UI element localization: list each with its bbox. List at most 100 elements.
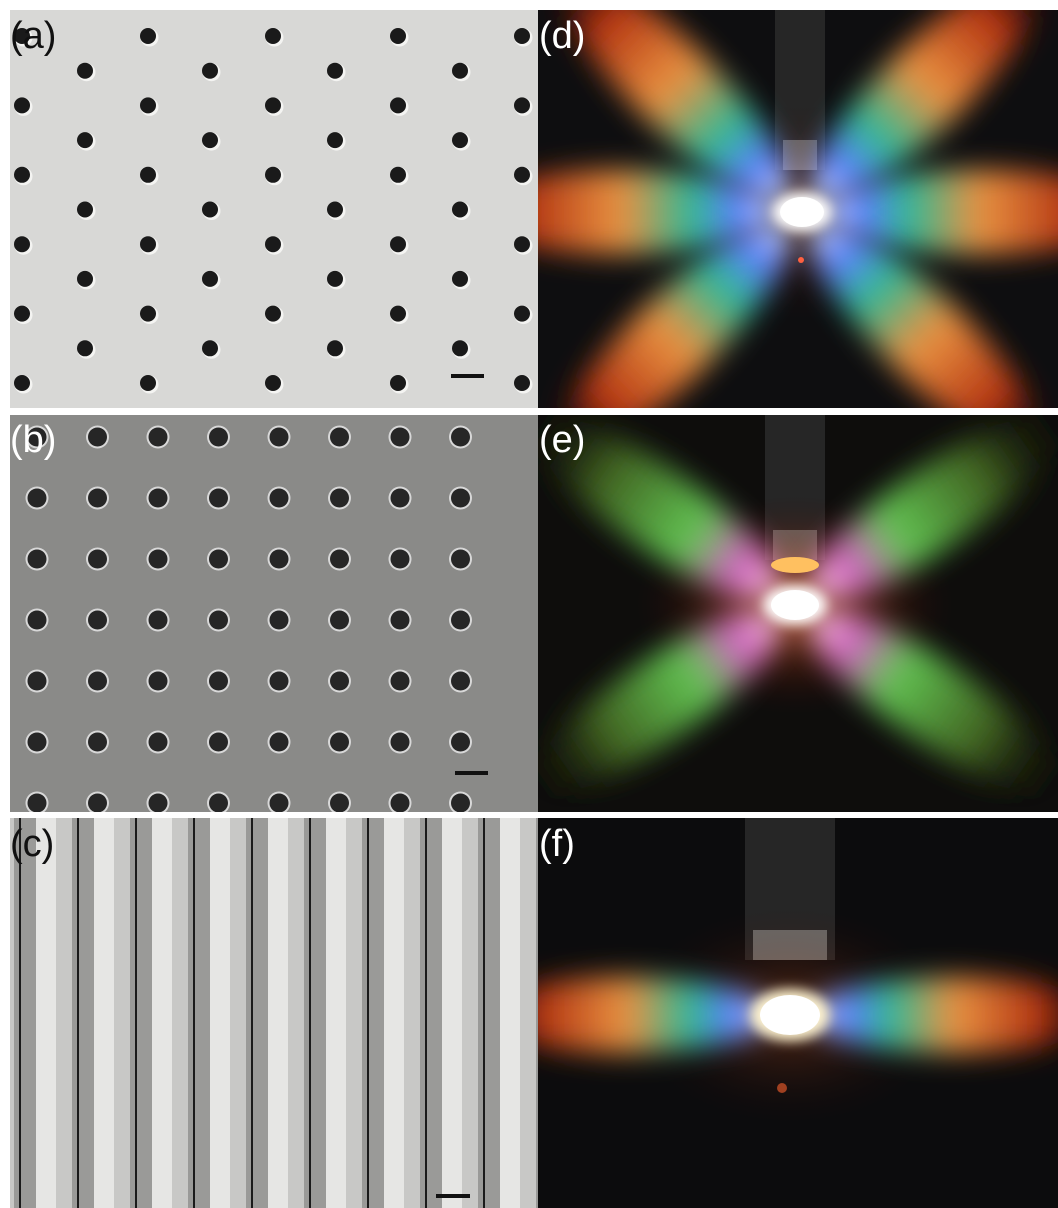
hole	[14, 236, 30, 252]
hole	[391, 733, 410, 752]
panel-label: (e)	[539, 419, 585, 461]
hole	[202, 132, 218, 148]
hole	[202, 271, 218, 287]
hole	[452, 202, 468, 218]
hole	[149, 672, 168, 691]
hole	[390, 97, 406, 113]
hole	[265, 236, 281, 252]
hole	[28, 733, 47, 752]
groove-light	[268, 818, 288, 1208]
hole	[327, 202, 343, 218]
hole	[452, 63, 468, 79]
hole	[88, 611, 107, 630]
hole	[28, 550, 47, 569]
hole	[391, 550, 410, 569]
hole	[77, 271, 93, 287]
hole	[330, 428, 349, 447]
hole	[391, 672, 410, 691]
hole	[451, 550, 470, 569]
figure: (a) (b) (c) (d) (e) (f)	[0, 0, 1058, 1208]
spot	[771, 590, 819, 620]
panel-label: (a)	[10, 15, 56, 57]
groove-shade	[246, 818, 268, 1208]
hole	[514, 97, 530, 113]
hole	[270, 428, 289, 447]
hole	[77, 132, 93, 148]
hole	[28, 611, 47, 630]
groove-light	[152, 818, 172, 1208]
hole	[140, 375, 156, 391]
hole	[391, 794, 410, 813]
hole	[149, 428, 168, 447]
hole	[265, 28, 281, 44]
hole	[88, 550, 107, 569]
groove-shade	[478, 818, 500, 1208]
hole	[209, 672, 228, 691]
hole	[265, 97, 281, 113]
hole	[270, 733, 289, 752]
hole	[514, 236, 530, 252]
groove-light	[94, 818, 114, 1208]
hole	[77, 63, 93, 79]
spot	[771, 557, 819, 573]
groove-shade	[14, 818, 36, 1208]
hole	[88, 428, 107, 447]
hole	[452, 271, 468, 287]
hole	[28, 794, 47, 813]
panel-label: (c)	[10, 823, 54, 865]
hole	[202, 202, 218, 218]
groove-light	[326, 818, 346, 1208]
hole	[149, 550, 168, 569]
hole	[330, 550, 349, 569]
hole	[327, 132, 343, 148]
hole	[451, 672, 470, 691]
hole	[202, 63, 218, 79]
hole	[327, 271, 343, 287]
hole	[209, 550, 228, 569]
hole	[270, 489, 289, 508]
spot	[760, 995, 820, 1035]
hole	[140, 236, 156, 252]
panel-label: (b)	[10, 419, 56, 461]
groove-light	[36, 818, 56, 1208]
groove-light	[500, 818, 520, 1208]
groove-light	[442, 818, 462, 1208]
hole	[140, 97, 156, 113]
hole	[452, 132, 468, 148]
hole	[28, 672, 47, 691]
hole	[265, 375, 281, 391]
spot	[780, 197, 824, 227]
hole	[88, 794, 107, 813]
hole	[88, 672, 107, 691]
hole	[514, 306, 530, 322]
hole	[451, 489, 470, 508]
hole	[270, 794, 289, 813]
hole	[209, 794, 228, 813]
hole	[88, 733, 107, 752]
hole	[327, 340, 343, 356]
hole	[202, 340, 218, 356]
hole	[209, 611, 228, 630]
groove-shade	[362, 818, 384, 1208]
hole	[270, 550, 289, 569]
divider	[538, 408, 1058, 415]
hole	[391, 489, 410, 508]
groove-light	[210, 818, 230, 1208]
panel-label: (f)	[539, 823, 575, 865]
spot-minor	[798, 257, 804, 263]
hole	[265, 306, 281, 322]
hole	[14, 97, 30, 113]
hole	[451, 733, 470, 752]
divider	[538, 812, 1058, 818]
hole	[390, 375, 406, 391]
hole	[149, 611, 168, 630]
hole	[265, 167, 281, 183]
hole	[330, 733, 349, 752]
hole	[14, 167, 30, 183]
hole	[77, 202, 93, 218]
hole	[330, 611, 349, 630]
spot-minor	[777, 1083, 787, 1093]
hole	[140, 167, 156, 183]
hole	[14, 375, 30, 391]
hole	[390, 236, 406, 252]
